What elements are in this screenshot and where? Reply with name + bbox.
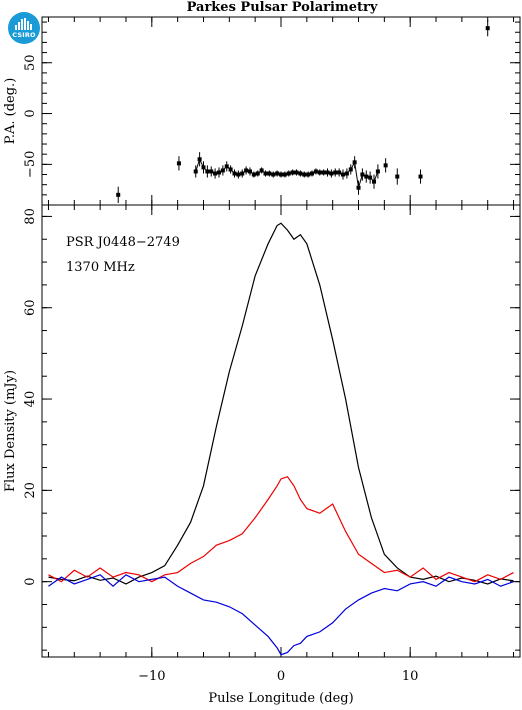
pa-point bbox=[205, 169, 210, 174]
pa-point bbox=[232, 171, 237, 176]
pa-point bbox=[247, 169, 252, 174]
pa-point bbox=[224, 164, 229, 169]
flux-xlabel: Pulse Longitude (deg) bbox=[208, 691, 353, 706]
pa-point bbox=[176, 161, 181, 166]
frequency-annotation: 1370 MHz bbox=[66, 260, 135, 275]
pa-point bbox=[395, 174, 400, 179]
pa-point bbox=[313, 169, 318, 174]
pa-point bbox=[356, 185, 361, 190]
pa-point bbox=[263, 171, 268, 176]
flux-ylabel: Flux Density (mJy) bbox=[3, 370, 18, 492]
pa-point bbox=[275, 171, 280, 176]
pa-point bbox=[240, 171, 245, 176]
flux-y-tick-label: 20 bbox=[23, 482, 38, 499]
pa-point bbox=[364, 174, 369, 179]
pa-point bbox=[418, 174, 423, 179]
pa-point bbox=[317, 170, 322, 175]
pa-point bbox=[251, 172, 256, 177]
pa-point bbox=[255, 171, 260, 176]
pa-point bbox=[368, 175, 373, 180]
linear-polarization-line bbox=[48, 475, 514, 583]
pa-point bbox=[244, 168, 249, 173]
flux-y-tick-label: 0 bbox=[23, 578, 38, 586]
pa-point bbox=[220, 168, 225, 173]
pa-point bbox=[209, 169, 214, 174]
pa-point bbox=[197, 157, 202, 162]
pa-point bbox=[116, 192, 121, 197]
pa-point bbox=[306, 172, 311, 177]
pa-point bbox=[282, 172, 287, 177]
pa-point bbox=[372, 179, 377, 184]
psr-name-annotation: PSR J0448−2749 bbox=[66, 235, 180, 250]
x-tick-label: 0 bbox=[277, 669, 285, 684]
chart-title: Parkes Pulsar Polarimetry bbox=[187, 0, 378, 15]
pa-point bbox=[344, 171, 349, 176]
pa-point bbox=[348, 167, 353, 172]
axis-ticks: −10 0 10 −50 0 50 0 20 40 60 80 bbox=[23, 17, 520, 684]
pa-point bbox=[298, 171, 303, 176]
pa-point bbox=[337, 170, 342, 175]
pa-point bbox=[216, 170, 221, 175]
pa-point bbox=[290, 170, 295, 175]
csiro-logo: CSIRO bbox=[8, 12, 40, 44]
pa-point bbox=[360, 172, 365, 177]
pa-point bbox=[352, 160, 357, 165]
logo-bars-icon bbox=[15, 18, 33, 30]
pa-points bbox=[116, 20, 490, 203]
x-tick-label: 10 bbox=[402, 669, 419, 684]
pa-point bbox=[271, 172, 276, 177]
pa-point bbox=[236, 172, 241, 177]
pa-point bbox=[383, 163, 388, 168]
flux-y-tick-label: 40 bbox=[23, 391, 38, 408]
pa-point bbox=[201, 165, 206, 170]
pa-point bbox=[375, 169, 380, 174]
pa-y-tick-label: −50 bbox=[23, 151, 38, 178]
pa-point bbox=[193, 169, 198, 174]
pa-point bbox=[310, 171, 315, 176]
flux-y-tick-label: 80 bbox=[23, 208, 38, 225]
pa-point bbox=[294, 170, 299, 175]
pa-point bbox=[267, 171, 272, 176]
circular-polarization-line bbox=[48, 574, 514, 656]
pa-point bbox=[485, 26, 490, 31]
pa-point bbox=[286, 171, 291, 176]
pa-point bbox=[321, 170, 326, 175]
pa-point bbox=[279, 172, 283, 177]
pa-point bbox=[325, 170, 330, 175]
pa-point bbox=[213, 171, 218, 176]
total-intensity-line bbox=[48, 222, 514, 585]
flux-lines bbox=[48, 222, 514, 656]
x-tick-label: −10 bbox=[138, 669, 165, 684]
pa-point bbox=[302, 172, 307, 177]
logo-text: CSIRO bbox=[12, 31, 36, 39]
flux-y-tick-label: 60 bbox=[23, 299, 38, 316]
pa-point bbox=[228, 167, 233, 172]
pa-ylabel: P.A. (deg.) bbox=[3, 78, 18, 145]
pa-y-tick-label: 0 bbox=[23, 109, 38, 117]
pa-y-tick-label: 50 bbox=[23, 54, 38, 71]
pa-point bbox=[259, 168, 264, 173]
pa-point bbox=[341, 172, 346, 177]
pa-point bbox=[333, 170, 338, 175]
pa-point bbox=[329, 171, 334, 176]
